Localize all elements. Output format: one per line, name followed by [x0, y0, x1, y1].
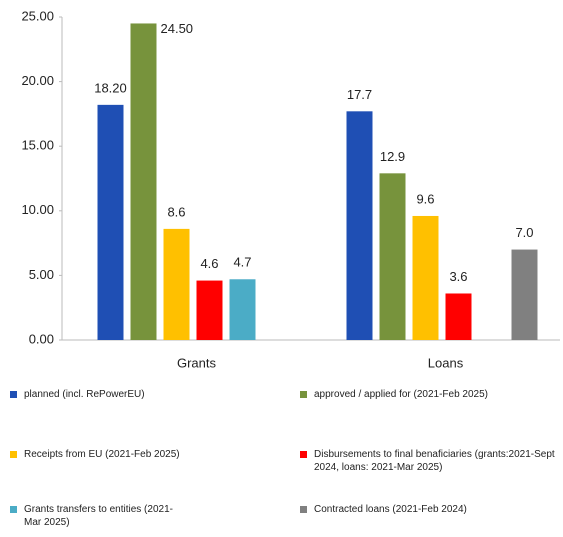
legend-swatch	[300, 391, 307, 398]
legend-item: approved / applied for (2021-Feb 2025)	[300, 388, 563, 401]
bar	[229, 279, 256, 340]
legend-label: approved / applied for (2021-Feb 2025)	[314, 389, 489, 400]
legend-label: Receipts from EU (2021-Feb 2025)	[24, 449, 180, 460]
legend-label: planned (incl. RePowerEU)	[24, 389, 145, 400]
legend-item: Receipts from EU (2021-Feb 2025)	[10, 448, 279, 461]
value-label: 4.7	[233, 255, 251, 270]
legend-item: Contracted loans (2021-Feb 2024)	[300, 503, 563, 516]
value-label: 7.0	[515, 225, 533, 240]
legend-label: Disbursements to final benaficiaries (gr…	[314, 449, 555, 473]
y-tick-label: 5.00	[29, 267, 54, 282]
legend-swatch	[300, 451, 307, 458]
legend-swatch	[10, 391, 17, 398]
value-label: 9.6	[416, 191, 434, 206]
y-tick-label: 20.00	[21, 73, 54, 88]
bar	[346, 111, 373, 340]
bar	[412, 215, 439, 340]
value-label: 8.6	[167, 204, 185, 219]
legend-label: Contracted loans (2021-Feb 2024)	[314, 504, 467, 515]
value-label: 3.6	[449, 269, 467, 284]
x-tick-label: Loans	[428, 355, 464, 370]
bar	[196, 280, 223, 340]
y-tick-label: 25.00	[21, 8, 54, 23]
value-label: 24.50	[161, 21, 194, 36]
value-label: 12.9	[380, 149, 405, 164]
x-tick-label: Grants	[177, 355, 217, 370]
y-tick-label: 10.00	[21, 202, 54, 217]
bar	[163, 228, 190, 340]
legend-item: planned (incl. RePowerEU)	[10, 388, 279, 401]
legend-item: Grants transfers to entities (2021-Mar 2…	[10, 503, 184, 529]
value-label: 4.6	[200, 256, 218, 271]
legend-swatch	[300, 506, 307, 513]
legend-swatch	[10, 506, 17, 513]
legend-item: Disbursements to final benaficiaries (gr…	[300, 448, 563, 474]
bar	[445, 293, 472, 340]
value-label: 18.20	[94, 80, 127, 95]
bar	[130, 23, 157, 341]
chart: 0.00 5.00 10.00 15.00 20.00 25.00 Grants 18.20 2…	[21, 8, 560, 370]
bar	[511, 249, 538, 340]
y-tick-label: 15.00	[21, 138, 54, 153]
bar	[97, 104, 124, 340]
bar	[379, 173, 406, 340]
y-tick-label: 0.00	[29, 331, 54, 346]
legend-label: Grants transfers to entities (2021-Mar 2…	[24, 504, 173, 528]
legend-swatch	[10, 451, 17, 458]
value-label: 17.7	[347, 87, 372, 102]
